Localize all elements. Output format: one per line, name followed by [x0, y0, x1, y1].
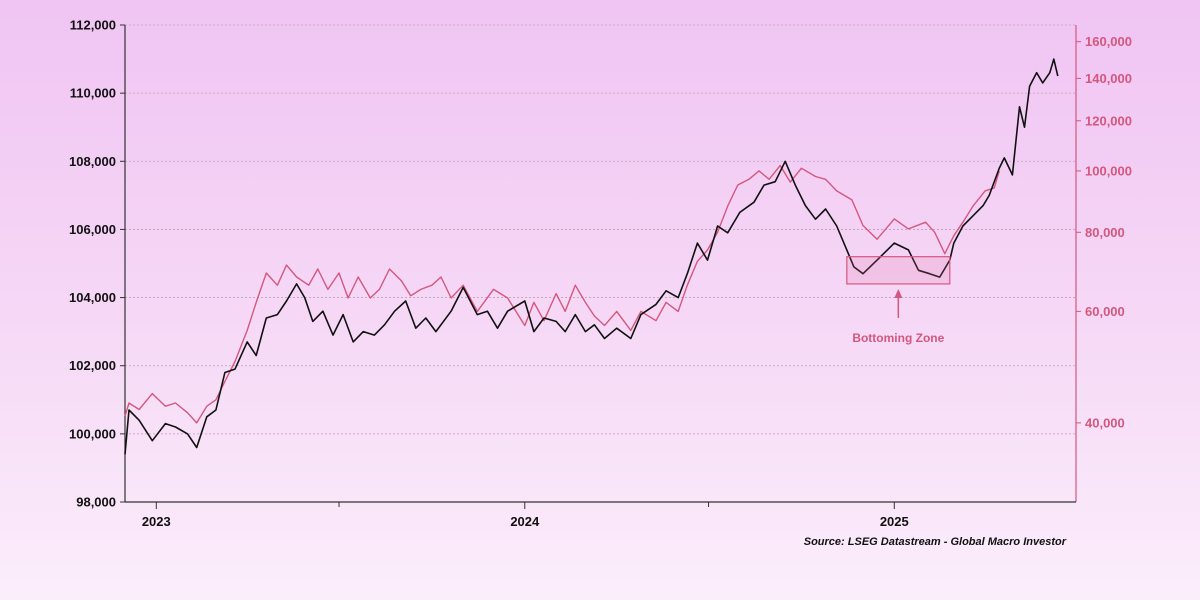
left-tick-label: 100,000: [69, 426, 116, 441]
source-note: Source: LSEG Datastream - Global Macro I…: [804, 536, 1067, 548]
left-tick-label: 104,000: [69, 290, 116, 305]
left-tick-label: 108,000: [69, 154, 116, 169]
x-axis-ticks: 2023 2024 2025: [142, 502, 909, 529]
right-tick-label: 80,000: [1085, 225, 1125, 240]
left-tick-label: 102,000: [69, 358, 116, 373]
left-tick-label: 98,000: [76, 495, 116, 510]
right-tick-label: 60,000: [1085, 304, 1125, 319]
right-tick-label: 40,000: [1085, 415, 1125, 430]
annotations: Bottoming Zone: [846, 256, 951, 345]
x-tick-label: 2024: [510, 514, 540, 529]
series-line-right-axis: [124, 164, 1000, 424]
right-axis-ticks: 40,000 60,000 80,000 100,000 120,000 140,000 1…: [1076, 34, 1132, 430]
right-tick-label: 120,000: [1085, 113, 1132, 128]
grid-lines: [125, 24, 1076, 435]
series-line-left-axis: [124, 58, 1059, 455]
right-tick-label: 100,000: [1085, 163, 1132, 178]
annotation-arrow-head: [894, 288, 903, 298]
left-axis-ticks: 98,000 100,000 102,000 104,000 106,000 108,00…: [69, 18, 125, 510]
right-tick-label: 160,000: [1085, 34, 1132, 49]
left-tick-label: 106,000: [69, 222, 116, 237]
right-tick-label: 140,000: [1085, 71, 1132, 86]
annotation-label: Bottoming Zone: [852, 331, 944, 345]
bottoming-zone-box: [846, 256, 951, 285]
left-tick-label: 110,000: [70, 86, 116, 101]
series-lines: [124, 58, 1059, 455]
x-tick-label: 2025: [880, 514, 909, 529]
x-tick-label: 2023: [142, 514, 171, 529]
left-tick-label: 112,000: [70, 18, 116, 33]
